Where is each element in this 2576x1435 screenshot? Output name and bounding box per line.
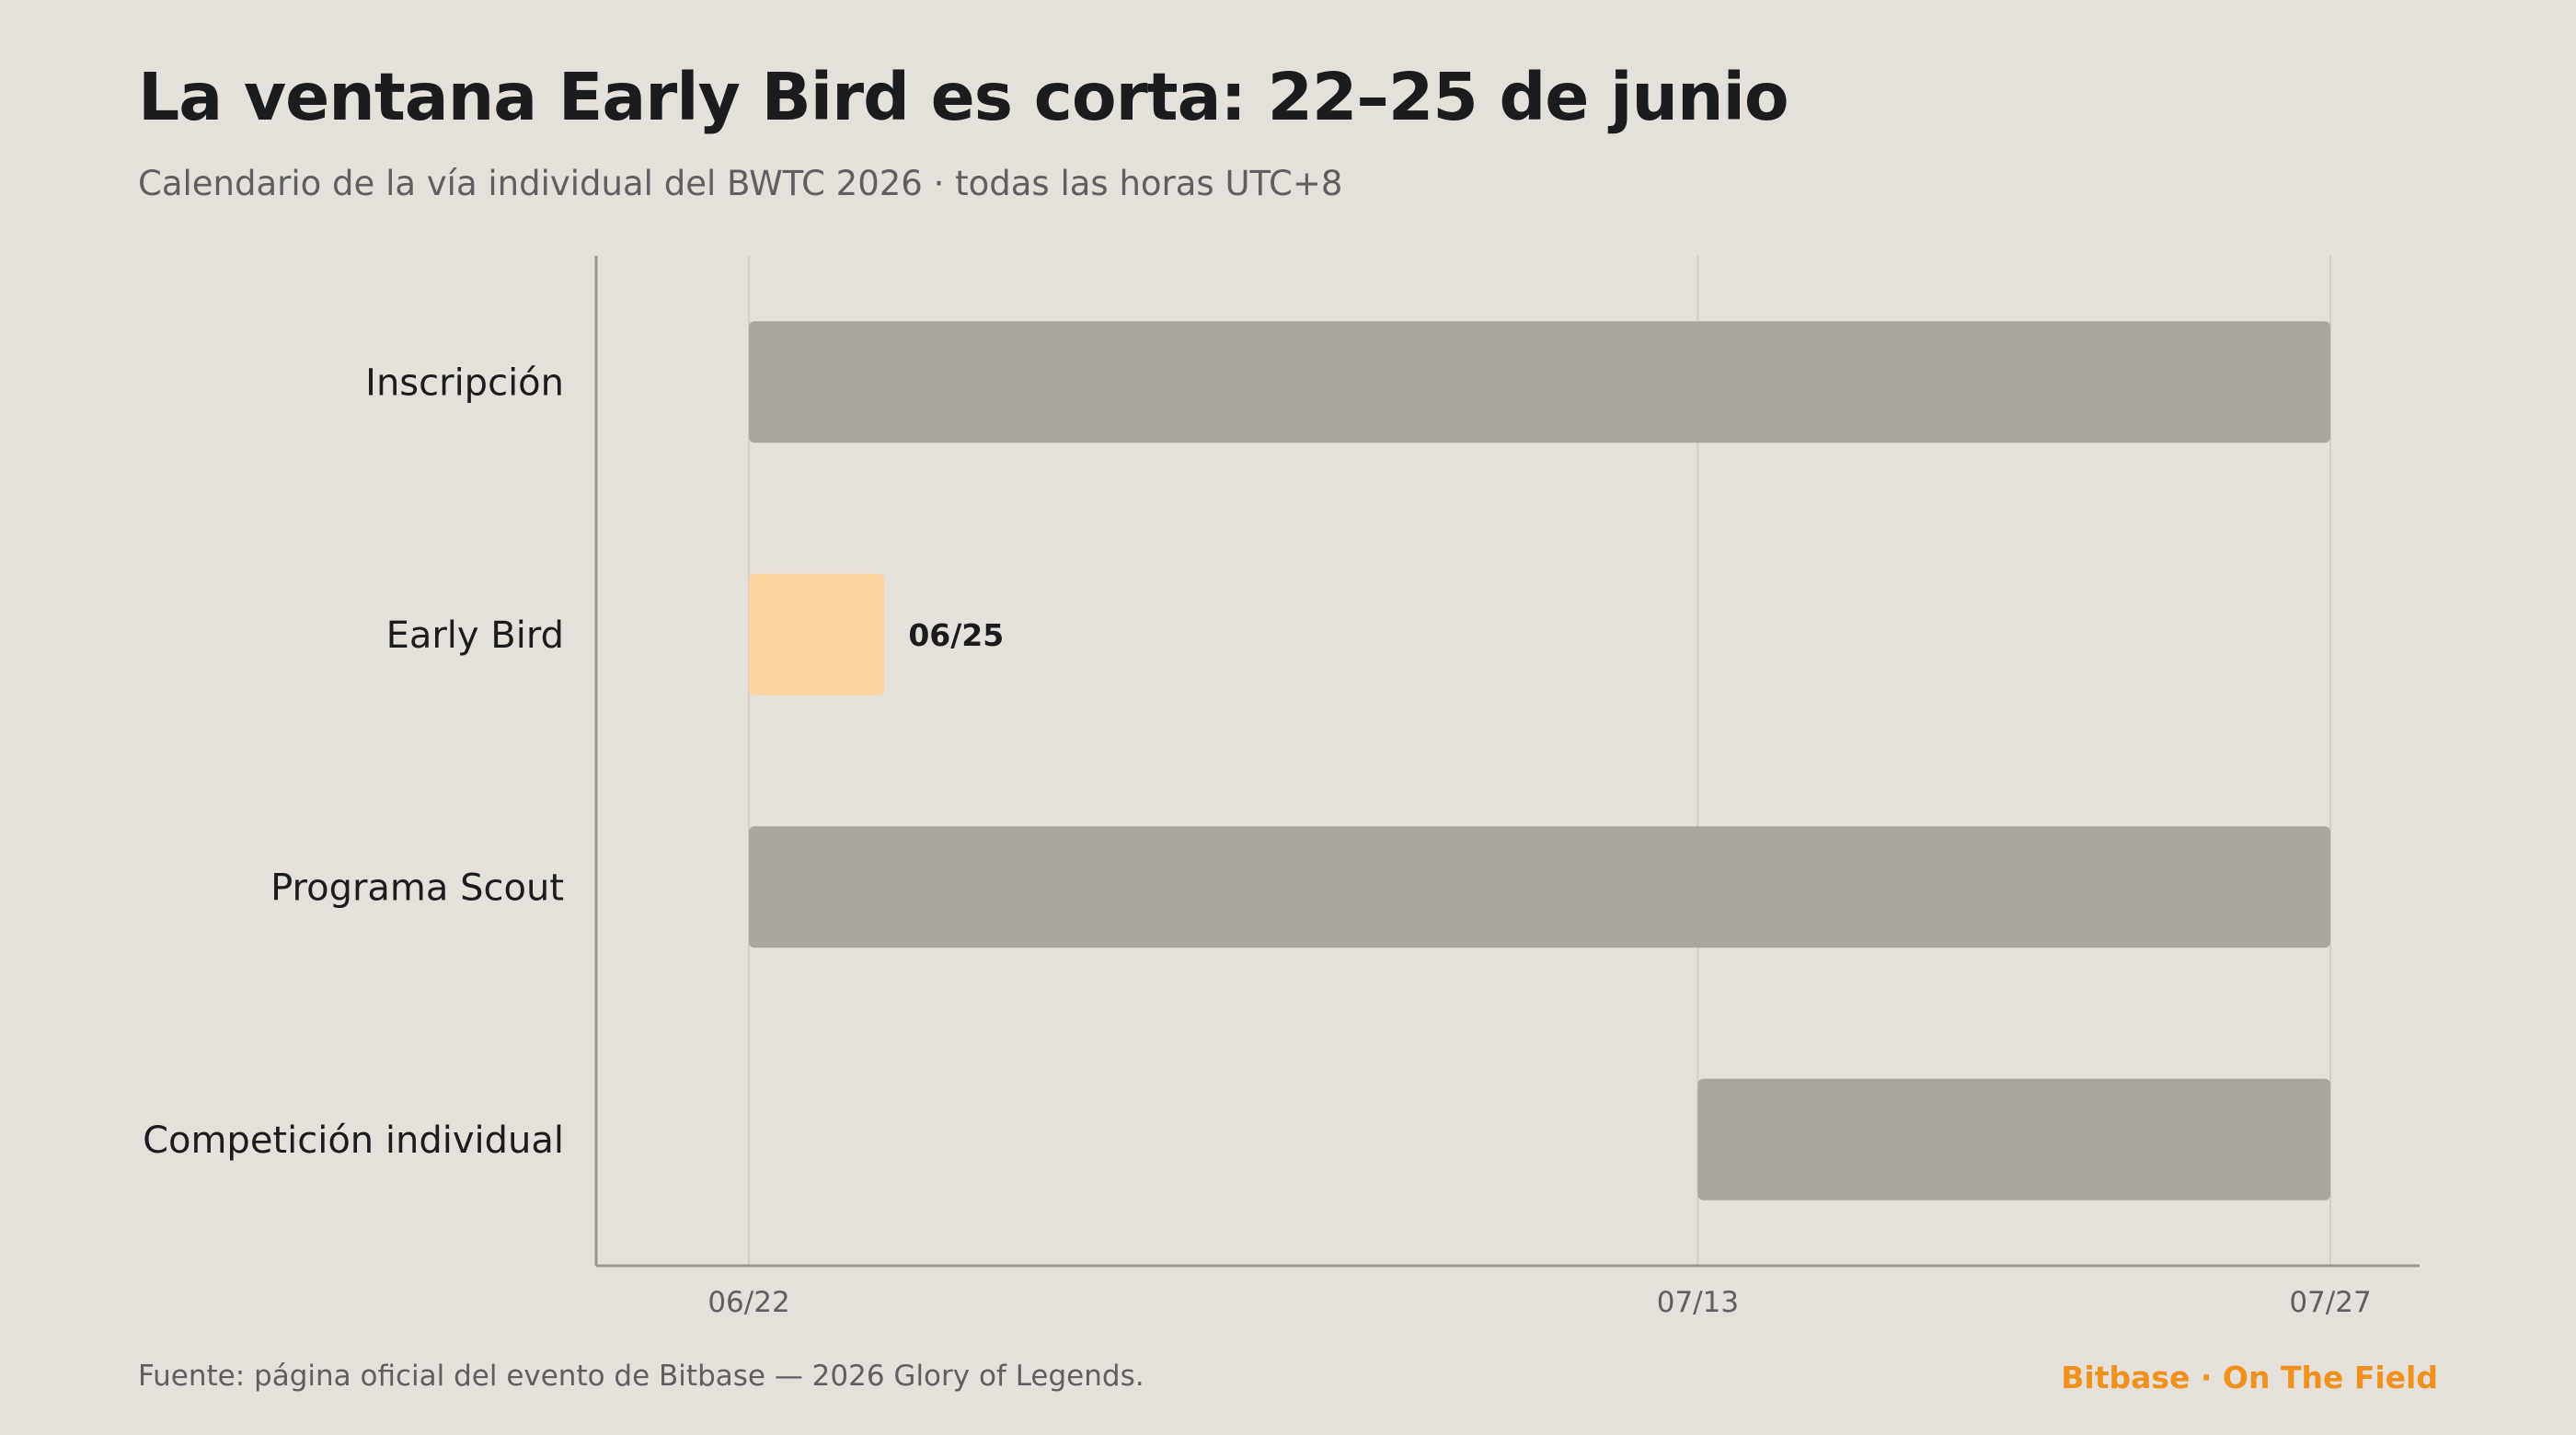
brand-label: Bitbase · On The Field: [2061, 1360, 2438, 1395]
bar-1: [749, 321, 2330, 443]
source-note: Fuente: página oficial del evento de Bit…: [138, 1360, 1144, 1393]
bar-4: [1697, 1078, 2330, 1200]
bar-2: [749, 573, 885, 695]
category-label-3: Programa Scout: [270, 867, 564, 909]
x-tick-label-1: 07/13: [1657, 1286, 1739, 1319]
chart-subtitle: Calendario de la vía individual del BWTC…: [138, 164, 1343, 203]
x-tick-label-0: 06/22: [707, 1286, 789, 1319]
bar-3: [749, 826, 2330, 948]
chart-title: La ventana Early Bird es corta: 22–25 de…: [138, 59, 1789, 135]
bar-end-label-2: 06/25: [908, 617, 1004, 653]
category-label-2: Early Bird: [386, 614, 564, 657]
x-tick-label-2: 07/27: [2289, 1286, 2371, 1319]
category-label-4: Competición individual: [143, 1119, 564, 1162]
category-label-1: Inscripción: [365, 362, 564, 404]
